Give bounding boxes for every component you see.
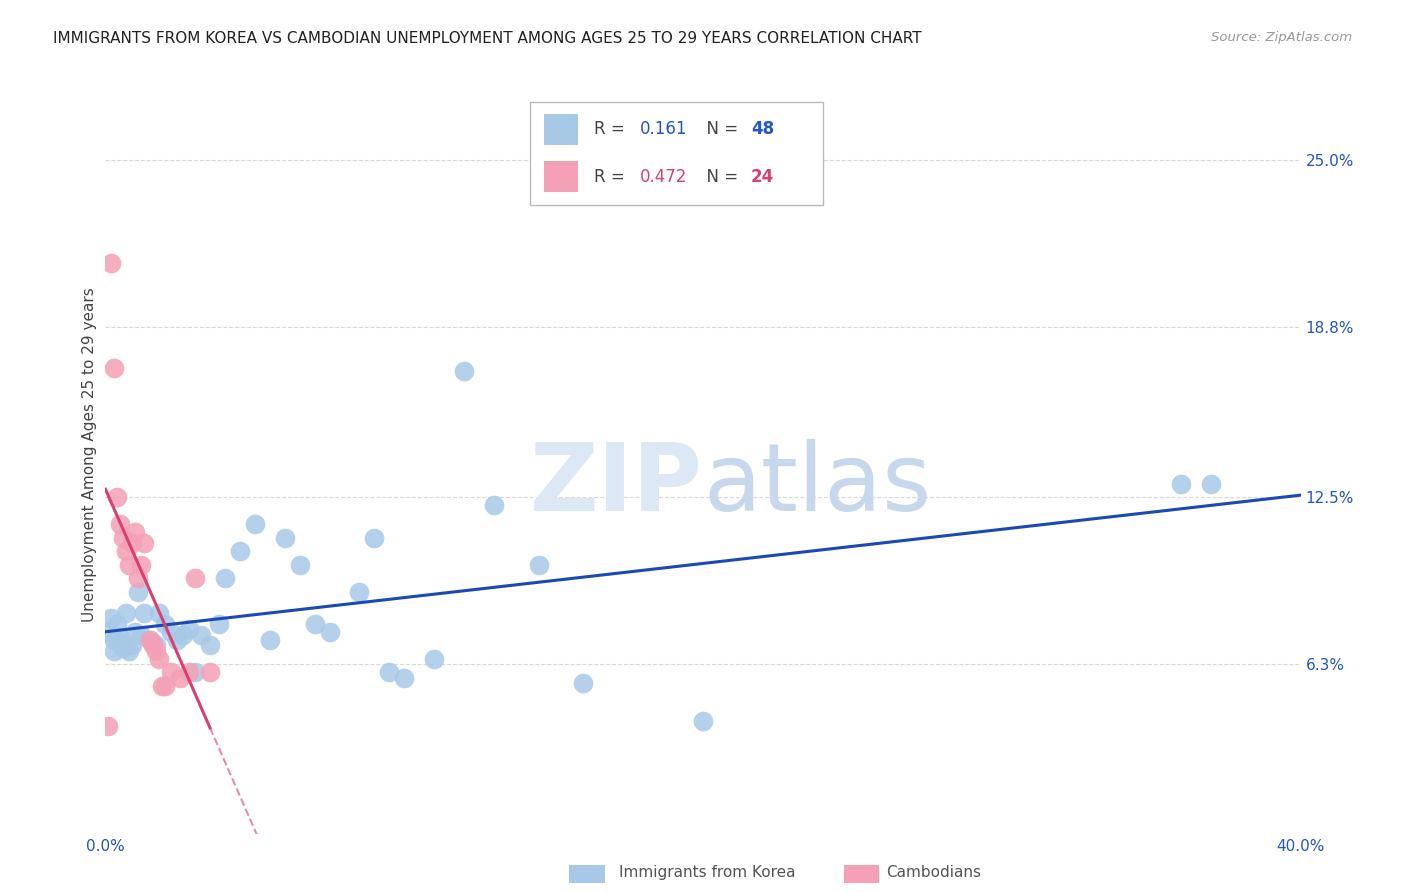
Point	[190, 627, 212, 641]
Point	[97, 624, 120, 639]
Point	[288, 558, 311, 572]
Point	[423, 652, 446, 666]
Point	[115, 544, 138, 558]
Point	[214, 571, 236, 585]
Point	[1199, 476, 1222, 491]
Point	[160, 624, 183, 639]
Text: ZIP: ZIP	[530, 439, 703, 532]
Point	[124, 624, 146, 639]
Point	[103, 633, 125, 648]
Point	[107, 490, 129, 504]
Point	[100, 256, 122, 270]
Text: R =: R =	[595, 120, 630, 138]
Point	[127, 584, 149, 599]
Text: 48: 48	[751, 120, 773, 138]
Point	[453, 363, 475, 377]
Point	[166, 633, 188, 648]
Point	[155, 616, 177, 631]
Point	[139, 633, 162, 648]
Point	[155, 679, 177, 693]
Point	[177, 665, 201, 680]
Point	[304, 616, 326, 631]
Y-axis label: Unemployment Among Ages 25 to 29 years: Unemployment Among Ages 25 to 29 years	[82, 287, 97, 623]
Point	[145, 644, 167, 658]
Point	[112, 636, 135, 650]
Point	[115, 606, 138, 620]
Point	[110, 630, 132, 644]
Text: 24: 24	[751, 168, 775, 186]
FancyBboxPatch shape	[530, 103, 823, 204]
Text: IMMIGRANTS FROM KOREA VS CAMBODIAN UNEMPLOYMENT AMONG AGES 25 TO 29 YEARS CORREL: IMMIGRANTS FROM KOREA VS CAMBODIAN UNEMP…	[53, 31, 922, 46]
Point	[124, 525, 146, 540]
Point	[692, 714, 714, 728]
Point	[363, 531, 385, 545]
Point	[118, 558, 141, 572]
Point	[148, 606, 170, 620]
Point	[259, 633, 281, 648]
Point	[208, 616, 231, 631]
FancyBboxPatch shape	[544, 161, 578, 193]
Point	[482, 498, 505, 512]
Point	[394, 671, 416, 685]
Point	[160, 665, 183, 680]
Text: R =: R =	[595, 168, 630, 186]
Point	[103, 360, 125, 375]
Point	[134, 536, 156, 550]
Point	[112, 641, 135, 656]
Point	[145, 639, 167, 653]
Point	[1170, 476, 1192, 491]
Point	[97, 719, 120, 733]
Point	[142, 639, 165, 653]
Point	[118, 644, 141, 658]
Point	[129, 558, 153, 572]
Point	[148, 652, 170, 666]
Text: Source: ZipAtlas.com: Source: ZipAtlas.com	[1212, 31, 1353, 45]
Point	[172, 627, 194, 641]
Point	[169, 671, 191, 685]
Text: N =: N =	[696, 120, 744, 138]
Text: 0.472: 0.472	[640, 168, 688, 186]
Point	[273, 531, 295, 545]
Point	[129, 627, 153, 641]
Point	[103, 644, 125, 658]
Text: N =: N =	[696, 168, 744, 186]
Point	[121, 536, 143, 550]
Point	[572, 676, 595, 690]
Point	[349, 584, 371, 599]
Point	[139, 633, 162, 648]
Point	[134, 606, 156, 620]
Point	[198, 665, 221, 680]
Point	[142, 636, 165, 650]
Point	[107, 616, 129, 631]
Point	[112, 531, 135, 545]
Point	[229, 544, 252, 558]
Point	[177, 622, 201, 636]
Point	[184, 571, 207, 585]
Point	[127, 571, 149, 585]
Text: 0.161: 0.161	[640, 120, 688, 138]
Point	[121, 639, 143, 653]
Point	[110, 517, 132, 532]
Point	[318, 624, 340, 639]
Text: atlas: atlas	[703, 439, 931, 532]
Point	[527, 558, 550, 572]
FancyBboxPatch shape	[544, 113, 578, 145]
Point	[184, 665, 207, 680]
Point	[378, 665, 401, 680]
Point	[150, 679, 173, 693]
Point	[198, 639, 221, 653]
Point	[100, 611, 122, 625]
Text: Cambodians: Cambodians	[886, 865, 981, 880]
Text: Immigrants from Korea: Immigrants from Korea	[619, 865, 796, 880]
Point	[243, 517, 266, 532]
